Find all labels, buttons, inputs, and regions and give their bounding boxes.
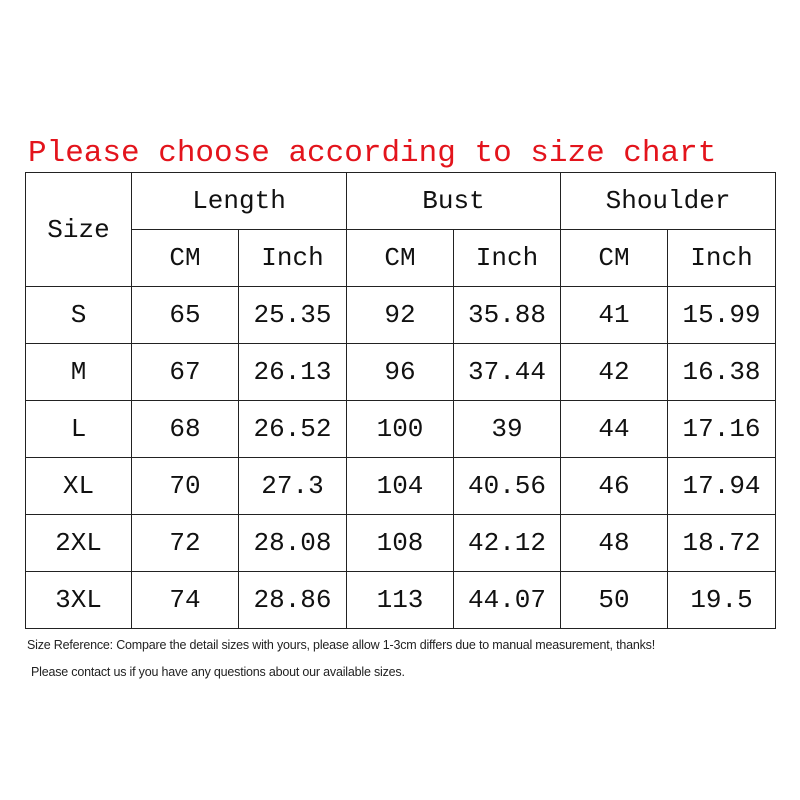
value-cell: 19.5 [667, 571, 777, 629]
size-cell: M [25, 343, 132, 401]
shoulder-header: Shoulder [560, 172, 777, 230]
page-title: Please choose according to size chart [28, 136, 717, 171]
value-cell: 113 [346, 571, 454, 629]
size-cell: 2XL [25, 514, 132, 572]
value-cell: 104 [346, 457, 454, 515]
table-row: L 68 26.52 100 39 44 17.16 [25, 400, 777, 458]
unit-header: Inch [452, 229, 562, 287]
table-row: 2XL 72 28.08 108 42.12 48 18.72 [25, 514, 777, 572]
size-cell: XL [25, 457, 132, 515]
table-row: 3XL 74 28.86 113 44.07 50 19.5 [25, 571, 777, 629]
value-cell: 108 [346, 514, 454, 572]
size-cell: 3XL [25, 571, 132, 629]
value-cell: 28.86 [238, 571, 347, 629]
value-cell: 35.88 [452, 286, 562, 344]
value-cell: 48 [560, 514, 669, 572]
value-cell: 44 [560, 400, 669, 458]
value-cell: 25.35 [238, 286, 347, 344]
value-cell: 18.72 [667, 514, 777, 572]
value-cell: 16.38 [667, 343, 777, 401]
value-cell: 17.94 [667, 457, 777, 515]
value-cell: 70 [131, 457, 239, 515]
unit-header: Inch [238, 229, 347, 287]
size-cell: L [25, 400, 132, 458]
value-cell: 42.12 [452, 514, 562, 572]
size-cell: S [25, 286, 132, 344]
unit-header: CM [131, 229, 239, 287]
value-cell: 72 [131, 514, 239, 572]
value-cell: 68 [131, 400, 239, 458]
header-row: Size Length Bust Shoulder [25, 172, 777, 287]
unit-row: CM Inch CM Inch CM Inch [26, 229, 777, 287]
length-header: Length [131, 172, 347, 230]
value-cell: 100 [346, 400, 454, 458]
size-chart-table: Size Length Bust Shoulder CM Inch CM Inc… [25, 172, 777, 629]
unit-header: CM [560, 229, 669, 287]
value-cell: 92 [346, 286, 454, 344]
value-cell: 65 [131, 286, 239, 344]
value-cell: 26.52 [238, 400, 347, 458]
value-cell: 28.08 [238, 514, 347, 572]
size-header: Size [25, 172, 132, 287]
value-cell: 96 [346, 343, 454, 401]
value-cell: 44.07 [452, 571, 562, 629]
value-cell: 39 [452, 400, 562, 458]
value-cell: 15.99 [667, 286, 777, 344]
value-cell: 17.16 [667, 400, 777, 458]
value-cell: 67 [131, 343, 239, 401]
value-cell: 46 [560, 457, 669, 515]
value-cell: 42 [560, 343, 669, 401]
bust-header: Bust [345, 172, 562, 230]
table-row: XL 70 27.3 104 40.56 46 17.94 [25, 457, 777, 515]
table-row: S 65 25.35 92 35.88 41 15.99 [25, 286, 777, 344]
value-cell: 26.13 [238, 343, 347, 401]
value-cell: 41 [560, 286, 669, 344]
table-row: M 67 26.13 96 37.44 42 16.38 [25, 343, 777, 401]
value-cell: 74 [131, 571, 239, 629]
size-reference-note: Size Reference: Compare the detail sizes… [27, 638, 655, 652]
value-cell: 27.3 [238, 457, 347, 515]
value-cell: 40.56 [452, 457, 562, 515]
unit-header: Inch [667, 229, 777, 287]
unit-header: CM [346, 229, 454, 287]
contact-note: Please contact us if you have any questi… [31, 665, 405, 679]
value-cell: 37.44 [452, 343, 562, 401]
value-cell: 50 [560, 571, 669, 629]
